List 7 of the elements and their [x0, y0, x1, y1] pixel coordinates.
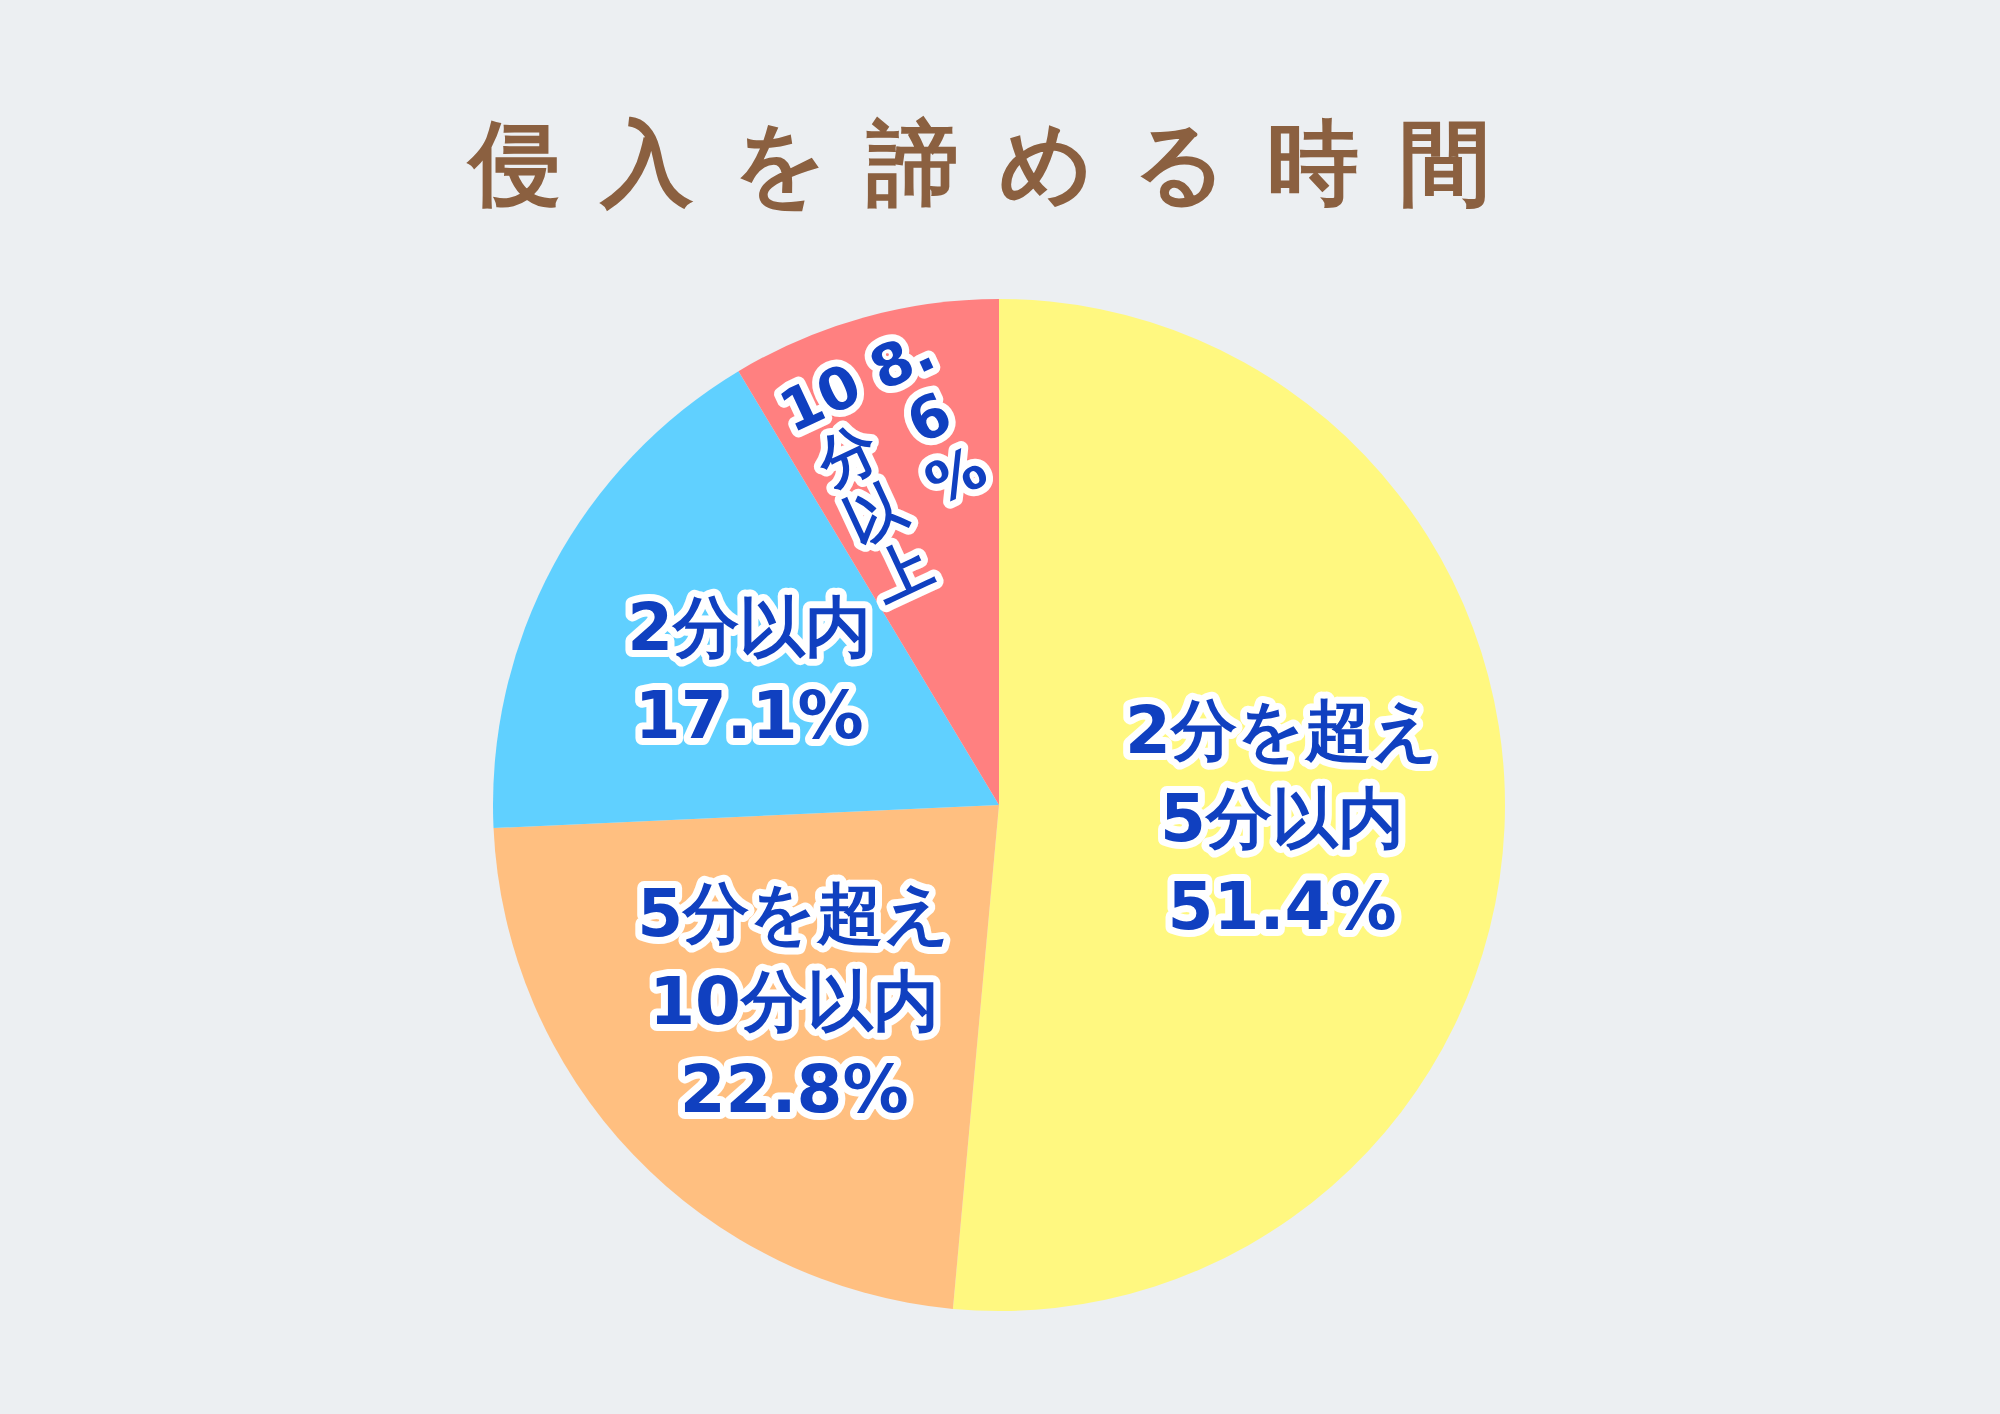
data-label: 22.8% [679, 1050, 909, 1128]
slice-label: 2分以内 [627, 589, 872, 667]
slice-label: 5分を超え 10分以内 [637, 874, 952, 1040]
data-label: 51.4% [1167, 868, 1397, 946]
data-label: 17.1% [634, 677, 864, 755]
slice-label: 2分を超え 5分以内 [1125, 692, 1440, 858]
chart-title: 侵入を諦める時間 [466, 110, 1531, 217]
